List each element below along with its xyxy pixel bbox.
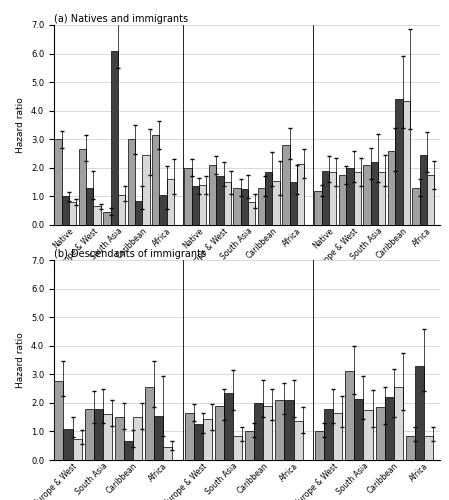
Text: 1960–79: 1960–79 (229, 285, 268, 294)
Bar (94, 408, 103, 460)
Text: (b) Descendants of immigrants: (b) Descendants of immigrants (54, 249, 206, 259)
Bar (145, 387, 154, 460)
Bar (290, 182, 297, 225)
Bar (248, 202, 255, 225)
Bar (339, 175, 346, 225)
Bar (402, 100, 410, 225)
Bar (363, 165, 371, 225)
Bar (333, 413, 342, 460)
Bar (110, 50, 118, 225)
Bar (324, 408, 333, 460)
Bar (233, 188, 241, 225)
Bar (427, 175, 434, 225)
Bar (420, 155, 427, 225)
Bar (103, 414, 112, 460)
Bar (142, 155, 150, 225)
Bar (314, 190, 322, 225)
Bar (354, 398, 364, 460)
Bar (103, 212, 110, 225)
Bar (297, 164, 304, 225)
Y-axis label: Hazard ratio: Hazard ratio (16, 97, 25, 153)
Bar (63, 428, 72, 460)
Bar (62, 196, 69, 225)
Legend: Marriage, Separation, Birth: Marriage, Separation, Birth (173, 316, 321, 325)
Bar (322, 170, 329, 225)
Bar (395, 100, 402, 225)
Bar (159, 195, 167, 225)
Bar (375, 407, 385, 460)
Bar (185, 168, 192, 225)
Bar (415, 366, 424, 460)
Bar (163, 447, 172, 460)
Bar (245, 432, 254, 460)
Bar (69, 202, 76, 225)
Bar (406, 436, 415, 460)
Bar (378, 172, 385, 225)
Bar (84, 408, 94, 460)
Bar (275, 400, 285, 460)
Bar (371, 162, 378, 225)
Bar (118, 195, 125, 225)
Bar (199, 185, 207, 225)
Bar (185, 413, 194, 460)
Bar (54, 382, 63, 460)
Bar (364, 410, 373, 460)
Bar (72, 438, 82, 460)
Bar (265, 172, 273, 225)
Bar (86, 188, 93, 225)
Bar (394, 387, 403, 460)
Bar (315, 432, 324, 460)
Bar (194, 424, 203, 460)
Bar (152, 135, 159, 225)
Bar (154, 416, 163, 460)
Bar (93, 206, 101, 225)
Bar (209, 165, 216, 225)
Bar (133, 417, 142, 460)
Bar (216, 176, 224, 225)
Bar (135, 200, 142, 225)
Bar (124, 442, 133, 460)
Bar (285, 400, 294, 460)
Bar (329, 172, 336, 225)
Bar (385, 397, 394, 460)
Bar (79, 150, 86, 225)
Bar (263, 406, 273, 460)
Text: (a) Natives and immigrants: (a) Natives and immigrants (54, 14, 188, 24)
Bar (258, 188, 265, 225)
Bar (128, 140, 135, 225)
Bar (282, 145, 290, 225)
Text: 1940–59: 1940–59 (98, 285, 137, 294)
Bar (241, 190, 248, 225)
Bar (294, 422, 303, 460)
Bar (192, 186, 199, 225)
Bar (388, 150, 395, 225)
Bar (167, 180, 174, 225)
Bar (54, 140, 62, 225)
Bar (412, 188, 420, 225)
Bar (353, 172, 361, 225)
Bar (233, 436, 242, 460)
Y-axis label: Hazard ratio: Hazard ratio (16, 332, 25, 388)
Bar (273, 180, 280, 225)
Bar (224, 393, 233, 460)
Bar (224, 182, 231, 225)
Bar (424, 436, 433, 460)
Bar (254, 403, 263, 460)
Bar (345, 372, 354, 460)
Bar (115, 417, 124, 460)
Bar (203, 418, 212, 460)
Bar (215, 406, 224, 460)
Bar (346, 168, 353, 225)
Text: 1980–2003: 1980–2003 (353, 285, 403, 294)
